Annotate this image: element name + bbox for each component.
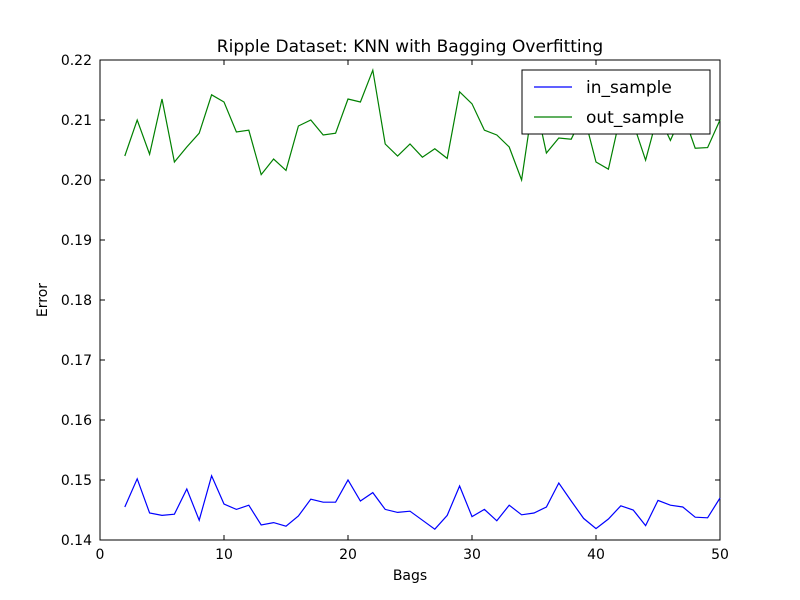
- y-tick-label: 0.16: [61, 413, 92, 429]
- y-tick-label: 0.20: [61, 173, 92, 189]
- y-axis-ticks: 0.14 0.15 0.16 0.17 0.18 0.19 0.20 0.21 0.22: [61, 53, 720, 549]
- chart-title: Ripple Dataset: KNN with Bagging Overfit…: [217, 37, 603, 57]
- y-axis-title: Error: [35, 283, 51, 317]
- series-line-in-sample: [124, 474, 721, 531]
- y-tick-label: 0.21: [61, 113, 92, 129]
- y-tick-label: 0.22: [61, 53, 92, 69]
- legend-box: [521, 69, 711, 135]
- legend: in_sample out_sample: [521, 69, 711, 135]
- y-tick-label: 0.17: [61, 353, 92, 369]
- x-axis-ticks: 0 10 20 30 40 50: [96, 60, 729, 563]
- x-tick-label: 40: [587, 547, 605, 563]
- x-tick-label: 50: [711, 547, 729, 563]
- legend-label-out-sample: out_sample: [586, 108, 684, 128]
- x-tick-label: 30: [463, 547, 481, 563]
- x-tick-label: 0: [96, 547, 105, 563]
- legend-label-in-sample: in_sample: [586, 78, 672, 98]
- y-tick-label: 0.15: [61, 473, 92, 489]
- x-tick-label: 20: [339, 547, 357, 563]
- x-tick-label: 10: [215, 547, 233, 563]
- y-tick-label: 0.19: [61, 233, 92, 249]
- y-tick-label: 0.14: [61, 533, 92, 549]
- x-axis-title: Bags: [393, 568, 427, 584]
- y-tick-label: 0.18: [61, 293, 92, 309]
- plot-area: [99, 59, 721, 541]
